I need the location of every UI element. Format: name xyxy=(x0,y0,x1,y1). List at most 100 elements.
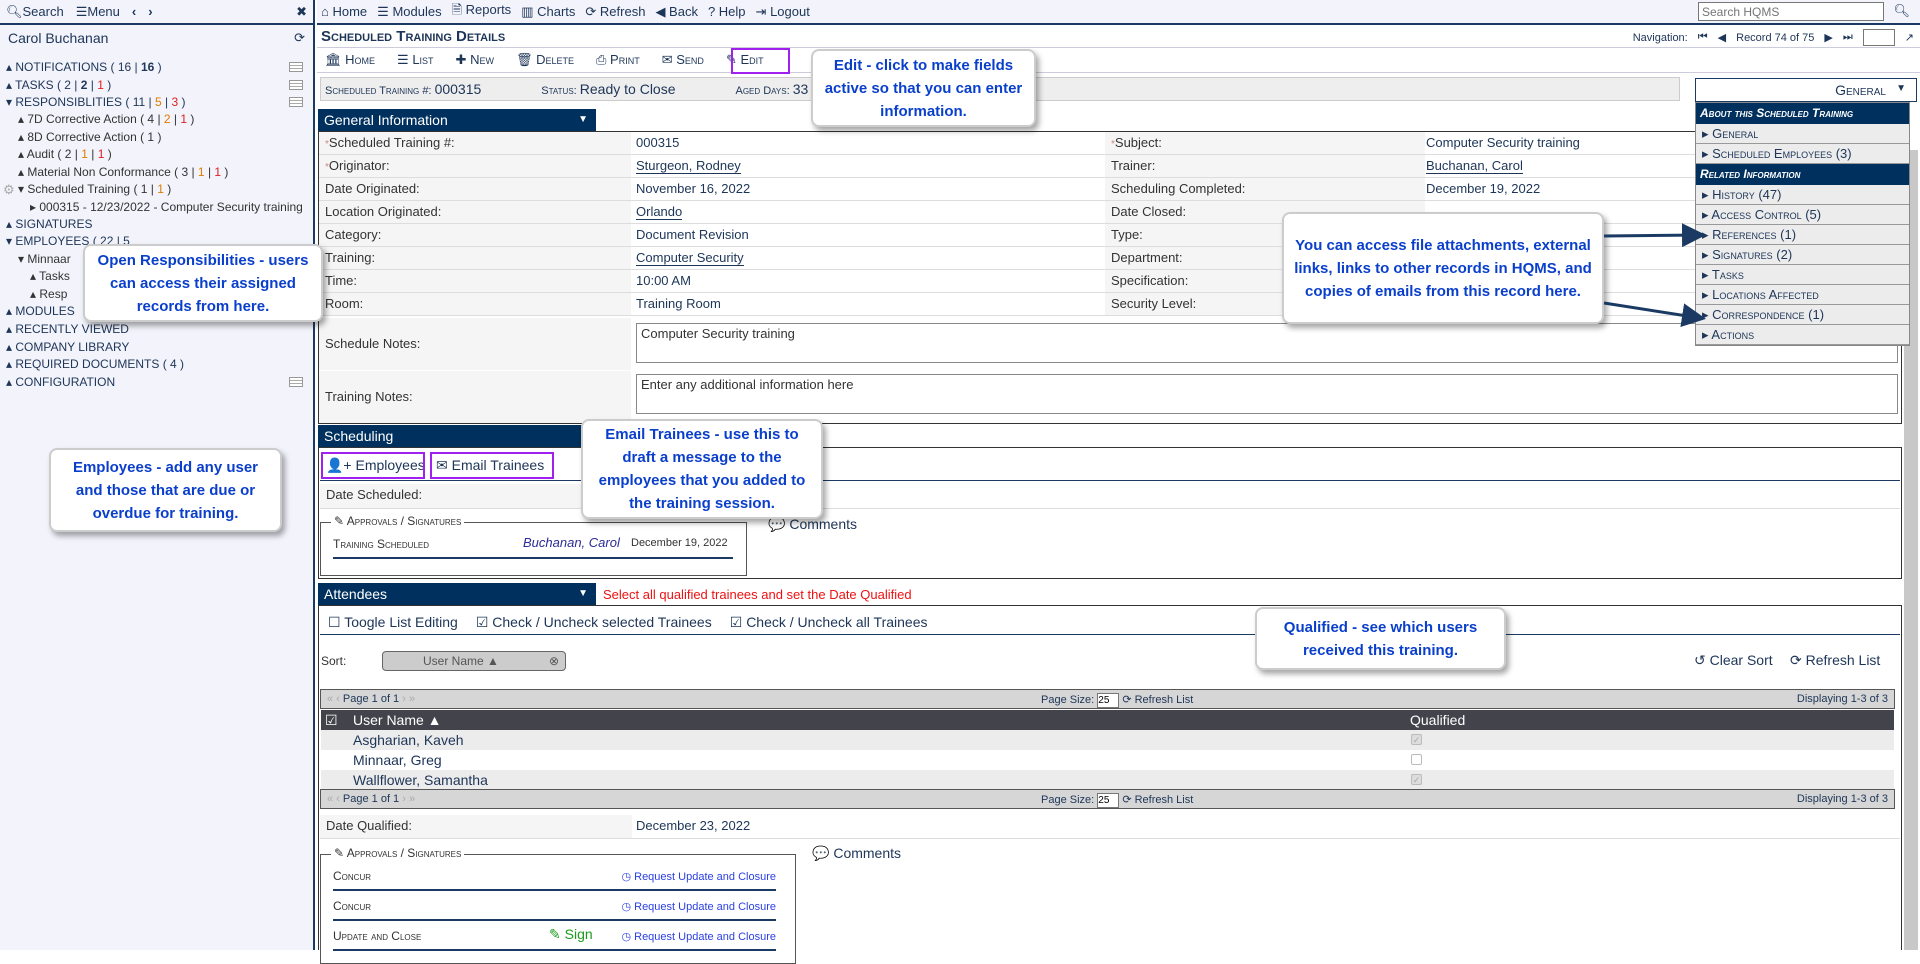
refresh-list-small[interactable]: ⟳ Refresh List xyxy=(1122,794,1194,806)
table-row[interactable]: Asgharian, Kaveh ✓ xyxy=(321,730,1894,750)
schedule-notes-field[interactable]: Computer Security training xyxy=(636,323,1898,363)
print-button[interactable]: ⎙ Print xyxy=(596,52,640,67)
refresh-icon[interactable]: ⟳ xyxy=(294,30,305,45)
prev-record-icon[interactable]: ◀ xyxy=(1717,32,1727,44)
col-user-name[interactable]: User Name ▲ xyxy=(353,712,442,728)
sidebar-7d-corrective-action[interactable]: ▴ 7D Corrective Action ( 4 | 2 | 1 ) xyxy=(18,112,195,126)
menu-item[interactable]: ▸ Actions xyxy=(1696,325,1909,345)
list-button[interactable]: ☰ List xyxy=(397,52,434,67)
sidebar-company-library[interactable]: ▴ COMPANY LIBRARY xyxy=(6,340,130,354)
sidebar-signatures[interactable]: ▴ SIGNATURES xyxy=(6,217,93,231)
request-update-link[interactable]: ◷ Request Update and Closure xyxy=(621,931,776,943)
sidebar-minnaar-resp[interactable]: ▴ Resp xyxy=(30,287,68,301)
sidebar-material-non-conformance[interactable]: ▴ Material Non Conformance ( 3 | 1 | 1 ) xyxy=(18,165,229,179)
sidebar-tasks[interactable]: ▴ TASKS ( 2 | 2 | 1 ) xyxy=(6,78,112,92)
sidebar-minnaar-tasks[interactable]: ▴ Tasks xyxy=(30,269,70,283)
field-value[interactable]: Orlando xyxy=(636,204,683,220)
delete-button[interactable]: 🗑 Delete xyxy=(515,52,575,67)
select-all-checkbox[interactable]: ☑ xyxy=(325,712,338,728)
sidebar-scheduled-training[interactable]: ▾ Scheduled Training ( 1 | 1 ) xyxy=(18,182,172,196)
next-record-icon[interactable]: ▶ xyxy=(1824,32,1833,44)
gear-icon[interactable]: ⚙ xyxy=(3,182,15,197)
close-icon[interactable]: ✖ xyxy=(296,4,307,19)
menu-item[interactable]: ▸ Signatures (2) xyxy=(1696,245,1909,265)
request-update-link[interactable]: ◷ Request Update and Closure xyxy=(621,871,776,883)
clear-sort-button[interactable]: ↺ Clear Sort xyxy=(1694,652,1773,668)
toggle-list-editing[interactable]: ☐ Toogle List Editing xyxy=(328,614,458,630)
search-button[interactable]: 🔍︎Search xyxy=(6,3,64,19)
sidebar-responsibilities[interactable]: ▾ RESPONSIBLITIES ( 11 | 5 | 3 ) xyxy=(6,95,186,109)
sidebar-notifications[interactable]: ▴ NOTIFICATIONS ( 16 | 16 ) xyxy=(6,60,162,74)
table-row[interactable]: Wallflower, Samantha ✓ xyxy=(321,770,1894,790)
first-record-icon[interactable]: ⏮ xyxy=(1697,31,1708,43)
scheduling-header[interactable]: Scheduling xyxy=(318,425,596,447)
request-update-link[interactable]: ◷ Request Update and Closure xyxy=(621,901,776,913)
list-icon[interactable] xyxy=(289,377,303,387)
nav-home[interactable]: ⌂ Home xyxy=(321,4,368,19)
attendees-header[interactable]: Attendees ▼ xyxy=(318,583,596,605)
search-input[interactable] xyxy=(1698,2,1884,21)
table-row[interactable]: Minnaar, Greg xyxy=(321,750,1894,770)
field-value[interactable]: Sturgeon, Rodney xyxy=(636,158,741,174)
menu-item[interactable]: ▸ Tasks xyxy=(1696,265,1909,285)
list-icon[interactable] xyxy=(289,97,303,107)
open-external-icon[interactable]: ↗ xyxy=(1904,32,1914,44)
field-value[interactable]: Buchanan, Carol xyxy=(1426,158,1523,174)
list-icon[interactable] xyxy=(289,62,303,72)
menu-item[interactable]: ▸ Scheduled Employees (3) xyxy=(1696,144,1909,164)
sort-chip[interactable]: User Name ▲ ⊗ xyxy=(382,651,566,671)
back-arrow-icon[interactable]: ‹ xyxy=(131,4,137,19)
menu-item[interactable]: ▸ Locations Affected xyxy=(1696,285,1909,305)
sidebar-minnaar[interactable]: ▾ Minnaar xyxy=(18,252,71,266)
email-trainees-button[interactable]: ✉ Email Trainees xyxy=(436,457,545,473)
send-button[interactable]: ✉ Send xyxy=(661,52,704,67)
pager-prev-icons[interactable]: « ‹ xyxy=(327,793,340,805)
sidebar-modules[interactable]: ▴ MODULES xyxy=(6,304,75,318)
sidebar-configuration[interactable]: ▴ CONFIGURATION xyxy=(6,375,116,389)
pager-prev-icons[interactable]: « ‹ xyxy=(327,693,340,705)
check-selected-trainees[interactable]: ☑ Check / Uncheck selected Trainees xyxy=(475,614,712,630)
nav-help[interactable]: ? Help xyxy=(707,4,746,19)
menu-item[interactable]: ▸ History (47) xyxy=(1696,185,1909,205)
home-button[interactable]: 🏛 Home xyxy=(325,52,376,67)
comments-link[interactable]: 💬 Comments xyxy=(768,516,858,532)
scrollbar[interactable] xyxy=(1904,150,1918,950)
nav-charts[interactable]: ▥ Charts xyxy=(521,3,576,19)
field-value[interactable]: Computer Security xyxy=(636,250,744,266)
menu-button[interactable]: ☰Menu xyxy=(75,3,120,19)
check-all-trainees[interactable]: ☑ Check / Uncheck all Trainees xyxy=(729,614,928,630)
nav-reports[interactable]: 🗎 Reports xyxy=(451,1,512,17)
general-info-header[interactable]: General Information ▼ xyxy=(318,109,596,131)
page-size-input[interactable] xyxy=(1097,693,1120,708)
nav-modules[interactable]: ☰ Modules xyxy=(377,3,442,19)
menu-item[interactable]: ▸ Correspondence (1) xyxy=(1696,305,1909,325)
training-notes-field[interactable]: Enter any additional information here xyxy=(636,374,1898,414)
menu-item[interactable]: ▸ Access Control (5) xyxy=(1696,205,1909,225)
list-icon[interactable] xyxy=(289,80,303,90)
new-button[interactable]: ✚ New xyxy=(455,52,494,67)
pager-next-icons[interactable]: › » xyxy=(402,793,416,805)
remove-sort-icon[interactable]: ⊗ xyxy=(548,654,559,668)
page-size-input[interactable] xyxy=(1097,793,1120,808)
record-jump-input[interactable] xyxy=(1862,29,1895,46)
menu-item[interactable]: ▸ General xyxy=(1696,124,1909,144)
sidebar-required-documents[interactable]: ▴ REQUIRED DOCUMENTS ( 4 ) xyxy=(6,357,185,371)
section-dropdown[interactable]: General ▼ xyxy=(1695,78,1917,102)
forward-arrow-icon[interactable]: › xyxy=(148,4,153,19)
sidebar-recently-viewed[interactable]: ▴ RECENTLY VIEWED xyxy=(6,322,129,336)
sidebar-8d-corrective-action[interactable]: ▴ 8D Corrective Action ( 1 ) xyxy=(18,130,162,144)
comments-link[interactable]: 💬 Comments xyxy=(812,845,902,861)
refresh-list-button[interactable]: ⟳ Refresh List xyxy=(1790,652,1881,668)
refresh-list-small[interactable]: ⟳ Refresh List xyxy=(1122,694,1194,706)
search-icon[interactable]: 🔍︎ xyxy=(1893,3,1910,18)
col-qualified[interactable]: Qualified xyxy=(1410,712,1466,728)
pager-next-icons[interactable]: › » xyxy=(402,693,416,705)
last-record-icon[interactable]: ⏭ xyxy=(1842,31,1853,43)
sidebar-audit[interactable]: ▴ Audit ( 2 | 1 | 1 ) xyxy=(18,147,112,161)
nav-refresh[interactable]: ⟳ Refresh xyxy=(585,3,646,19)
sign-button[interactable]: ✎ Sign xyxy=(549,926,593,942)
menu-item[interactable]: ▸ References (1) xyxy=(1696,225,1909,245)
nav-back[interactable]: ◀ Back xyxy=(655,3,698,19)
sidebar-record-link[interactable]: ▸ 000315 - 12/23/2022 - Computer Securit… xyxy=(30,200,303,214)
nav-logout[interactable]: ⇥ Logout xyxy=(755,3,810,19)
